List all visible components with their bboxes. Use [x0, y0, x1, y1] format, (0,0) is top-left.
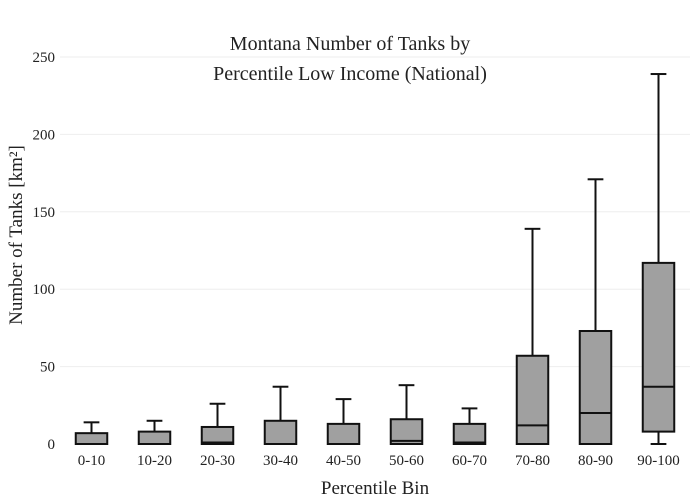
- y-tick-label: 50: [40, 360, 55, 376]
- box-iqr: [515, 354, 550, 446]
- x-tick-label: 80-90: [578, 453, 613, 469]
- y-tick-label: 0: [48, 437, 56, 453]
- x-tick-label: 60-70: [452, 453, 487, 469]
- box-10-20: [137, 419, 172, 445]
- x-tick-label: 20-30: [200, 453, 235, 469]
- box-iqr: [263, 419, 298, 445]
- box-iqr: [137, 430, 172, 445]
- box-iqr: [74, 432, 109, 446]
- box-0-10: [74, 421, 109, 446]
- y-axis-ticks: 0 50 100 150 200 250: [33, 50, 56, 453]
- y-tick-label: 150: [33, 205, 56, 221]
- box-80-90: [578, 178, 613, 445]
- y-tick-label: 250: [33, 50, 56, 66]
- x-tick-label: 0-10: [78, 453, 106, 469]
- y-axis-title: Number of Tanks [km²]: [6, 145, 27, 325]
- box-30-40: [263, 385, 298, 445]
- chart-title-line-2: Percentile Low Income (National): [213, 63, 487, 85]
- chart-title-line-1: Montana Number of Tanks by: [230, 33, 470, 55]
- y-tick-label: 100: [33, 282, 56, 298]
- x-tick-label: 40-50: [326, 453, 361, 469]
- box-iqr: [389, 418, 424, 445]
- x-axis-ticks: 0-10 10-20 20-30 30-40 40-50 50-60 60-70 70-80 8…: [78, 453, 680, 469]
- box-40-50: [326, 398, 361, 446]
- box-90-100: [641, 73, 676, 445]
- box-50-60: [389, 384, 424, 445]
- box-iqr: [326, 422, 361, 446]
- x-axis-title: Percentile Bin: [321, 478, 430, 499]
- x-tick-label: 10-20: [137, 453, 172, 469]
- x-tick-label: 50-60: [389, 453, 424, 469]
- box-70-80: [515, 227, 550, 446]
- box-iqr: [641, 261, 676, 433]
- x-tick-label: 90-100: [637, 453, 680, 469]
- box-iqr: [200, 425, 235, 445]
- x-tick-label: 30-40: [263, 453, 298, 469]
- box-20-30: [200, 402, 235, 445]
- box-iqr: [578, 329, 613, 445]
- box-plot-series: [74, 73, 676, 446]
- y-tick-label: 200: [33, 127, 56, 143]
- box-iqr: [452, 422, 487, 446]
- box-60-70: [452, 407, 487, 446]
- x-tick-label: 70-80: [515, 453, 550, 469]
